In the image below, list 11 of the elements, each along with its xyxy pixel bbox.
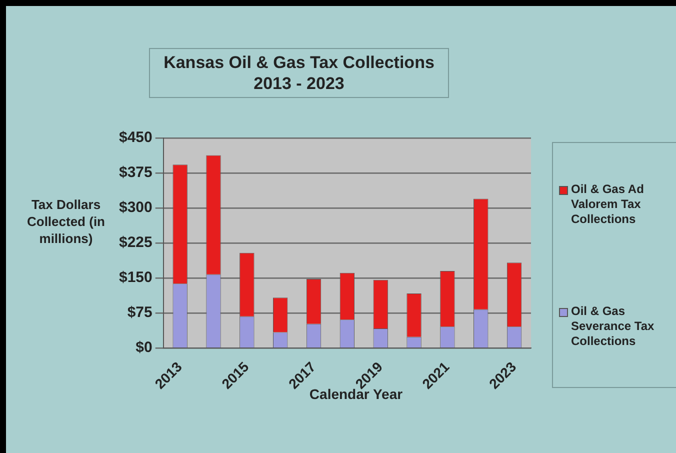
y-axis-title: Tax Dollars Collected (in millions) [26, 196, 106, 247]
y-tick-label: $225 [118, 234, 152, 252]
y-tick-label: $75 [127, 304, 152, 322]
y-tick-label: $150 [118, 269, 152, 286]
legend-label: Oil & Gas Severance Tax Collections [571, 304, 656, 348]
y-tick-label: $450 [118, 129, 152, 146]
legend-label: Oil & Gas Ad Valorem Tax Collections [571, 182, 645, 226]
y-tick-label: $375 [118, 164, 152, 182]
y-tick-label: $0 [136, 339, 152, 356]
y-tick-label: $300 [118, 199, 152, 216]
chart-title: Kansas Oil & Gas Tax Collections 2013 - 2023 [149, 48, 449, 98]
